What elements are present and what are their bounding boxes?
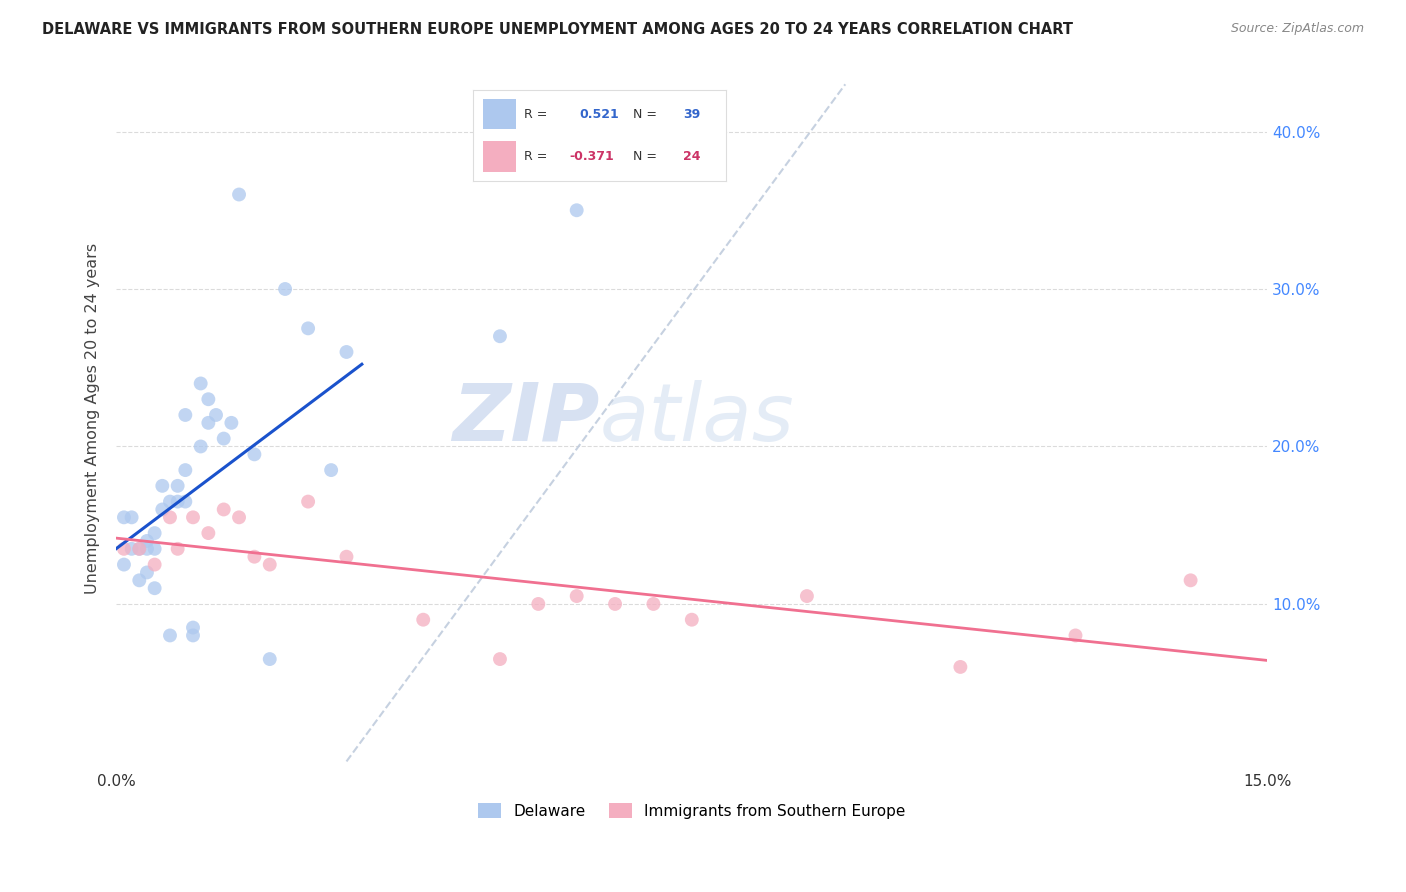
Point xyxy=(159,494,181,508)
Point xyxy=(190,440,212,454)
Point xyxy=(128,541,150,556)
Point xyxy=(174,494,197,508)
Point xyxy=(174,408,197,422)
Point xyxy=(181,510,204,524)
Point xyxy=(159,628,181,642)
Point xyxy=(143,541,166,556)
Point xyxy=(643,597,665,611)
Point xyxy=(112,558,135,572)
Point xyxy=(150,502,173,516)
Point xyxy=(603,597,626,611)
Point xyxy=(335,345,357,359)
Point xyxy=(565,589,588,603)
Point xyxy=(136,533,159,548)
Point xyxy=(143,526,166,541)
Text: Source: ZipAtlas.com: Source: ZipAtlas.com xyxy=(1230,22,1364,36)
Point xyxy=(949,660,972,674)
Text: DELAWARE VS IMMIGRANTS FROM SOUTHERN EUROPE UNEMPLOYMENT AMONG AGES 20 TO 24 YEA: DELAWARE VS IMMIGRANTS FROM SOUTHERN EUR… xyxy=(42,22,1073,37)
Point xyxy=(297,321,319,335)
Point xyxy=(159,510,181,524)
Point xyxy=(181,628,204,642)
Point xyxy=(197,416,219,430)
Point xyxy=(205,408,228,422)
Point xyxy=(335,549,357,564)
Point xyxy=(243,447,266,461)
Point xyxy=(489,652,512,666)
Point xyxy=(681,613,703,627)
Point xyxy=(181,621,204,635)
Point xyxy=(112,510,135,524)
Point xyxy=(112,541,135,556)
Point xyxy=(121,510,143,524)
Point xyxy=(128,541,150,556)
Point xyxy=(121,541,143,556)
Point xyxy=(212,502,235,516)
Point xyxy=(197,526,219,541)
Point xyxy=(228,510,250,524)
Point xyxy=(321,463,343,477)
Text: ZIP: ZIP xyxy=(453,380,600,458)
Y-axis label: Unemployment Among Ages 20 to 24 years: Unemployment Among Ages 20 to 24 years xyxy=(86,244,100,594)
Point xyxy=(166,479,188,493)
Point xyxy=(243,549,266,564)
Point xyxy=(259,652,281,666)
Point xyxy=(150,479,173,493)
Point xyxy=(274,282,297,296)
Point xyxy=(212,432,235,446)
Point xyxy=(412,613,434,627)
Point xyxy=(565,203,588,218)
Point xyxy=(228,187,250,202)
Point xyxy=(527,597,550,611)
Point xyxy=(1180,574,1202,588)
Point xyxy=(197,392,219,407)
Point xyxy=(143,558,166,572)
Point xyxy=(136,566,159,580)
Point xyxy=(796,589,818,603)
Point xyxy=(136,541,159,556)
Point xyxy=(166,494,188,508)
Point xyxy=(489,329,512,343)
Point xyxy=(297,494,319,508)
Point xyxy=(221,416,243,430)
Point xyxy=(128,574,150,588)
Point xyxy=(174,463,197,477)
Legend: Delaware, Immigrants from Southern Europe: Delaware, Immigrants from Southern Europ… xyxy=(472,797,911,825)
Point xyxy=(190,376,212,391)
Point xyxy=(143,581,166,595)
Text: atlas: atlas xyxy=(600,380,794,458)
Point xyxy=(166,541,188,556)
Point xyxy=(259,558,281,572)
Point xyxy=(1064,628,1087,642)
